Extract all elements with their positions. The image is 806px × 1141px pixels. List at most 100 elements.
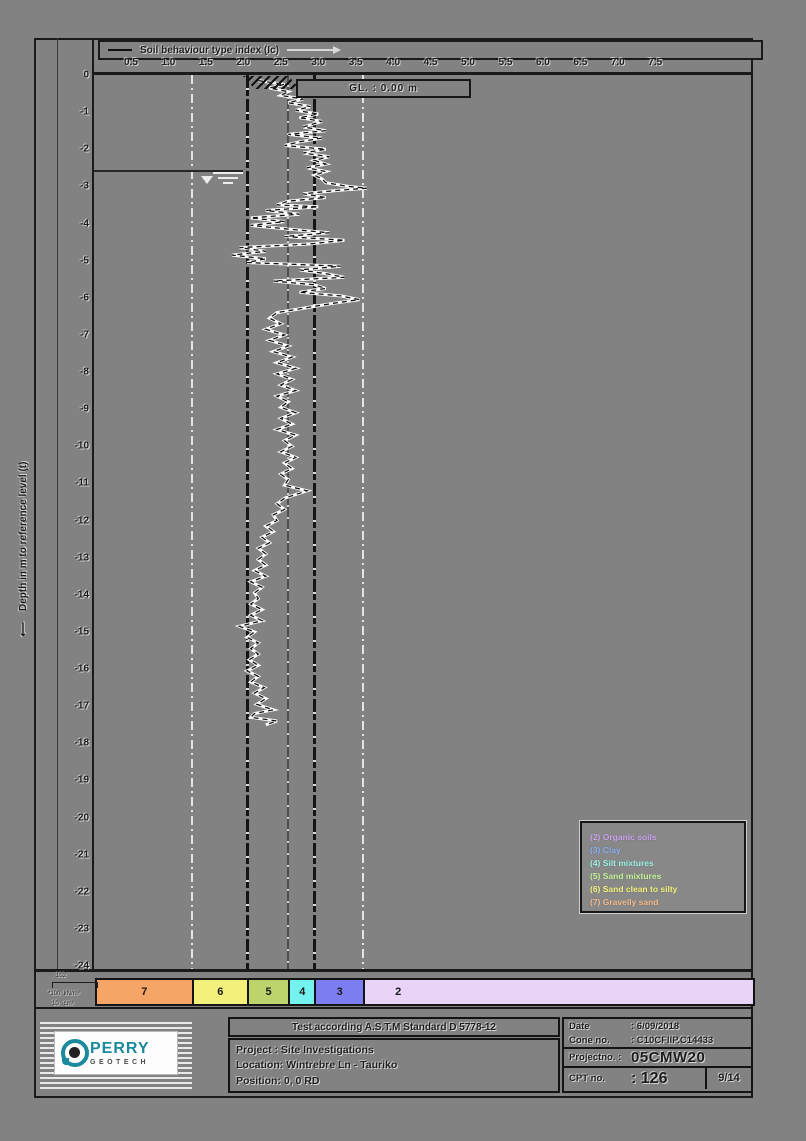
- frame-left-border: [34, 38, 36, 1098]
- legend-item: (7) Gravelly sand: [590, 897, 659, 907]
- depth-column-divider: [92, 38, 94, 971]
- cptno-value: : 126: [631, 1069, 668, 1087]
- depth-tick-label: -22: [74, 886, 89, 898]
- water-table-bar: [213, 172, 243, 174]
- ground-level-box: GL. : 0.00 m: [296, 79, 471, 98]
- chart-title: Soil behaviour type index (Ic): [140, 44, 279, 56]
- zone-cell-6: 6: [193, 980, 250, 1004]
- scale-note-line: 10 cm²: [52, 1001, 74, 1007]
- x-tick-label: 1.5: [198, 57, 213, 68]
- x-tick-label: 5.5: [498, 57, 513, 68]
- right-arrow-icon: [286, 46, 341, 54]
- project-line: Project : Site Investigations: [236, 1043, 374, 1056]
- x-tick-label: 3.5: [348, 57, 363, 68]
- x-tick-label: 6.0: [535, 57, 550, 68]
- y-axis-label-text: Depth in m to reference level (t): [18, 461, 29, 612]
- depth-tick-label: -5: [80, 255, 89, 267]
- x-tick-label: 5.0: [461, 57, 475, 68]
- cone-label: Cone no.: [569, 1035, 610, 1046]
- cone-row: Cone no. : C10CFIIP.C14433: [564, 1034, 751, 1049]
- x-tick-label: 1.0: [161, 57, 176, 68]
- depth-tick-label: -1: [80, 106, 89, 118]
- x-tick-label: 4.5: [423, 57, 438, 68]
- cptno-label: CPT no.: [569, 1073, 605, 1084]
- x-tick-label: 4.0: [386, 57, 401, 68]
- company-logo: PERRY GEOTECH: [54, 1031, 178, 1075]
- depth-tick-label: -9: [80, 403, 89, 415]
- x-tick-label: 6.5: [573, 57, 588, 68]
- water-table-bar: [218, 177, 238, 179]
- depth-tick-label: -20: [74, 812, 89, 823]
- location-line: Location: Wintrebre Ln - Tauriko: [236, 1059, 398, 1072]
- label-column-divider: [57, 38, 58, 971]
- legend-item: (2) Organic soils: [590, 832, 657, 842]
- perry-logo-icon: [60, 1038, 90, 1068]
- projectno-label: Projectno. :: [569, 1052, 622, 1063]
- zone-cell-3: 3: [316, 980, 366, 1004]
- frame-right-border: [751, 38, 753, 1098]
- depth-tick-label: -23: [74, 923, 89, 935]
- zone-cell-4: 4: [290, 980, 317, 1004]
- ic-curve: [232, 79, 367, 726]
- depth-tick-label: -8: [80, 366, 89, 378]
- depth-tick-label: -10: [74, 440, 89, 452]
- depth-tick-label: -16: [74, 663, 89, 675]
- water-table-line: [93, 170, 243, 172]
- depth-tick-label: -7: [80, 329, 89, 341]
- depth-tick-label: -17: [74, 700, 89, 712]
- sbt-boundary-gridline: [287, 75, 290, 971]
- projectno-row: Projectno. : 05CMW20: [564, 1049, 751, 1068]
- logo-name: PERRY: [90, 1039, 150, 1057]
- depth-tick-label: -14: [74, 589, 89, 601]
- zone-cell-7: 7: [97, 980, 194, 1004]
- x-tick-label: 7.0: [610, 57, 625, 68]
- x-axis-line: [93, 72, 753, 75]
- ic-curve-outline: [231, 79, 368, 727]
- series-line-icon: [108, 49, 132, 51]
- depth-tick-label: -21: [74, 849, 89, 861]
- water-table-icon: [201, 176, 213, 184]
- date-value: : 6/09/2018: [631, 1021, 680, 1032]
- depth-tick-label: -4: [80, 218, 89, 229]
- depth-tick-label: -15: [74, 626, 89, 638]
- scale-note-bracket: [52, 982, 98, 988]
- depth-tick-label: -18: [74, 737, 89, 749]
- date-row: Date : 6/09/2018: [564, 1019, 751, 1034]
- scale-note-line: 102: [56, 973, 67, 979]
- test-standard-box: Test according A.S.T.M Standard D 5778-1…: [228, 1017, 560, 1037]
- frame-top-border: [34, 38, 753, 40]
- page-number: 9/14: [705, 1066, 751, 1089]
- x-tick-label: 2.0: [236, 57, 251, 68]
- projectno-value: 05CMW20: [631, 1049, 706, 1066]
- sbt-boundary-gridline: [362, 75, 365, 971]
- depth-tick-label: -19: [74, 774, 89, 786]
- ground-surface-hatch: [243, 76, 300, 89]
- ground-level-text: GL. : 0.00 m: [349, 83, 418, 94]
- zone-cell-5: 5: [249, 980, 291, 1004]
- x-tick-label: 2.5: [273, 57, 288, 68]
- sbt-boundary-gridline: [246, 75, 250, 971]
- scale-note-line: *100 kN/m²: [48, 991, 80, 997]
- plot-bottom-border: [34, 969, 753, 972]
- depth-tick-label: -12: [74, 515, 89, 526]
- x-tick-label: 0.5: [123, 57, 138, 68]
- legend-item: (3) Clay: [590, 845, 621, 855]
- position-line: Position: 0, 0 RD: [236, 1075, 320, 1088]
- test-meta-table: Date : 6/09/2018 Cone no. : C10CFIIP.C14…: [562, 1017, 753, 1093]
- depth-tick-label: -3: [80, 180, 89, 192]
- x-axis-ticks: 0.5 1.0 1.5 2.0 2.5 3.0 3.5 4.0 4.5 5.0 5.5 6.0 6.5 7…: [93, 57, 753, 73]
- x-tick-label: 3.0: [311, 57, 326, 68]
- legend-item: (5) Sand mixtures: [590, 871, 662, 881]
- project-info-box: Project : Site Investigations Location: …: [228, 1038, 560, 1093]
- down-arrow-icon: ⟵: [18, 622, 29, 637]
- sbt-boundary-gridline: [190, 75, 193, 971]
- plot-area: [93, 75, 751, 971]
- cone-value: : C10CFIIP.C14433: [631, 1035, 714, 1046]
- scale-note: 102 *100 kN/m² 10 cm²: [44, 972, 104, 1014]
- cptno-row: CPT no. : 126 9/14: [564, 1066, 751, 1089]
- zone-cell-2: 2: [365, 980, 754, 1004]
- depth-tick-label: 0: [83, 69, 89, 81]
- soil-type-legend: (2) Organic soils (3) Clay (4) Silt mixtur…: [579, 820, 747, 914]
- frame-bottom-border: [34, 1096, 753, 1098]
